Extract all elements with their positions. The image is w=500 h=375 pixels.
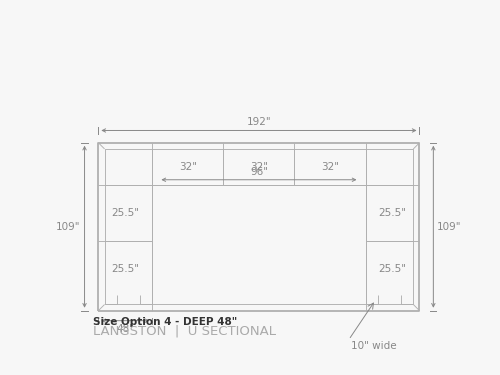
Text: 32": 32": [321, 162, 339, 172]
Text: 48": 48": [116, 324, 134, 334]
Text: 25.5": 25.5": [112, 264, 140, 274]
Text: 109": 109": [437, 222, 462, 232]
Text: 25.5": 25.5": [112, 208, 140, 218]
Text: 109": 109": [56, 222, 80, 232]
Text: Size Option 4 - DEEP 48": Size Option 4 - DEEP 48": [93, 317, 238, 327]
Text: 25.5": 25.5": [378, 208, 406, 218]
Text: 192": 192": [246, 117, 272, 128]
Text: 25.5": 25.5": [378, 264, 406, 274]
Text: 96": 96": [250, 166, 268, 177]
Text: 32": 32": [179, 162, 197, 172]
Text: 10" wide: 10" wide: [351, 342, 397, 351]
Text: LANGSTON  |  U SECTIONAL: LANGSTON | U SECTIONAL: [93, 324, 276, 338]
Text: 32": 32": [250, 162, 268, 172]
